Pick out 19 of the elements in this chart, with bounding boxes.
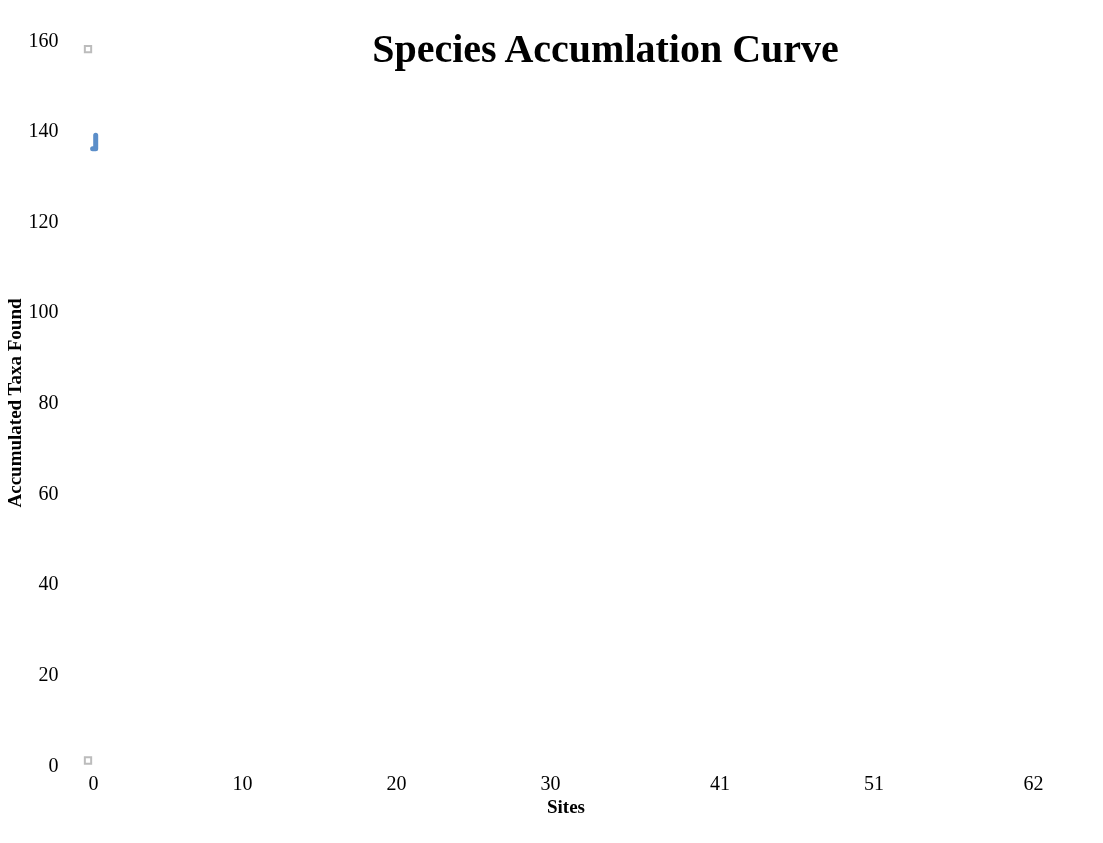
x-tick-label: 20 <box>386 771 407 794</box>
y-tick-label: 120 <box>28 209 59 232</box>
y-tick-label: 160 <box>28 28 59 51</box>
x-tick-label: 41 <box>710 771 731 794</box>
y-axis-title: Accumulated Taxa Found <box>3 298 25 508</box>
x-tick-label: 62 <box>1023 771 1044 794</box>
x-tick-label: 30 <box>540 771 561 794</box>
y-tick-label: 100 <box>28 300 59 323</box>
x-tick-label: 51 <box>864 771 885 794</box>
x-tick-label: 0 <box>88 771 99 794</box>
y-tick-label: 80 <box>38 391 59 413</box>
y-tick-label: 140 <box>28 119 59 142</box>
y-tick-label: 60 <box>38 481 59 504</box>
x-tick-label: 10 <box>232 771 253 794</box>
y-tick-label: 20 <box>38 662 59 685</box>
x-axis-title: Sites <box>547 795 585 817</box>
chart-title: Species Accumlation Curve <box>372 26 839 71</box>
y-tick-label: 0 <box>48 753 59 776</box>
y-tick-label: 40 <box>38 572 59 595</box>
